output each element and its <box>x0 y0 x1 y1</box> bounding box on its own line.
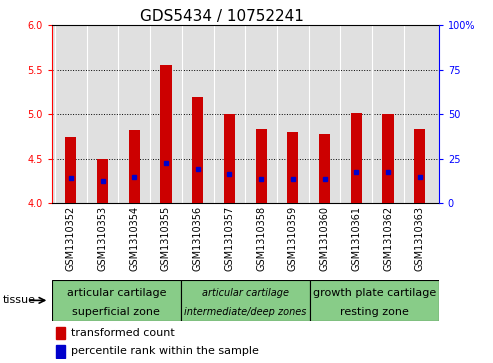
Text: resting zone: resting zone <box>340 307 409 317</box>
Bar <box>351 113 362 203</box>
Bar <box>97 159 108 203</box>
Bar <box>224 114 235 203</box>
Text: GDS5434 / 10752241: GDS5434 / 10752241 <box>140 9 304 24</box>
Bar <box>181 280 310 321</box>
Text: articular cartilage: articular cartilage <box>67 288 166 298</box>
Bar <box>414 130 425 203</box>
Text: growth plate cartilage: growth plate cartilage <box>313 288 436 298</box>
Bar <box>287 132 298 203</box>
Bar <box>255 129 267 203</box>
Bar <box>129 130 140 203</box>
Bar <box>56 345 65 358</box>
Text: superficial zone: superficial zone <box>72 307 160 317</box>
Bar <box>192 97 203 203</box>
Bar <box>56 327 65 339</box>
Bar <box>319 134 330 203</box>
Bar <box>310 280 439 321</box>
Text: percentile rank within the sample: percentile rank within the sample <box>71 346 259 356</box>
Bar <box>160 65 172 203</box>
Text: intermediate/deep zones: intermediate/deep zones <box>184 307 307 317</box>
Text: tissue: tissue <box>2 295 35 305</box>
Text: transformed count: transformed count <box>71 328 175 338</box>
Text: articular cartilage: articular cartilage <box>202 288 289 298</box>
Bar <box>65 136 76 203</box>
Bar <box>52 280 181 321</box>
Bar <box>383 114 393 203</box>
